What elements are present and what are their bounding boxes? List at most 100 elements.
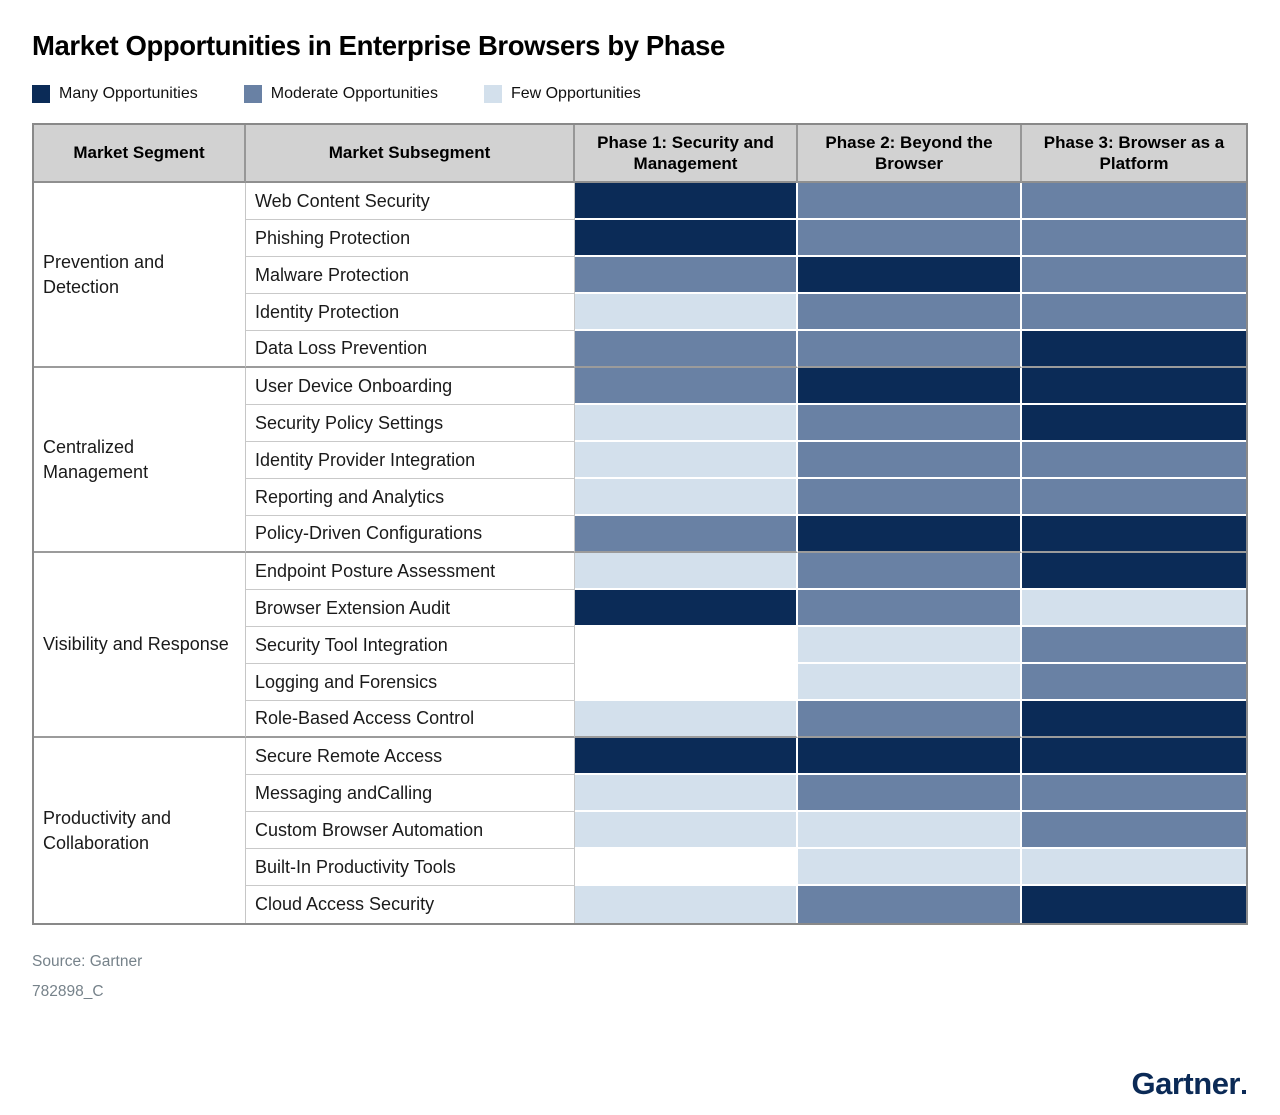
table-row: Policy-Driven Configurations: [34, 516, 1246, 553]
table-row: Phishing Protection: [34, 220, 1246, 257]
opportunity-cell-phase3: [1022, 368, 1246, 405]
legend-label: Moderate Opportunities: [270, 85, 438, 102]
gartner-logo: Gartner: [1132, 1066, 1246, 1102]
opportunity-cell-phase1: [575, 701, 798, 738]
opportunity-cell-phase2: [798, 183, 1022, 220]
table-row: Identity Provider Integration: [34, 442, 1246, 479]
opportunity-cell-phase1: [575, 183, 798, 220]
subsegment-cell: Secure Remote Access: [246, 738, 575, 775]
opportunity-cell-phase2: [798, 294, 1022, 331]
opportunity-cell-phase2: [798, 627, 1022, 664]
opportunity-cell-phase3: [1022, 886, 1246, 923]
opportunity-cell-phase3: [1022, 294, 1246, 331]
subsegment-cell: Messaging andCalling: [246, 775, 575, 812]
subsegment-cell: Logging and Forensics: [246, 664, 575, 701]
opportunity-cell-phase1: [575, 368, 798, 405]
subsegment-cell: Role-Based Access Control: [246, 701, 575, 738]
opportunity-cell-phase3: [1022, 849, 1246, 886]
opportunity-cell-phase1: [575, 627, 798, 664]
subsegment-cell: Malware Protection: [246, 257, 575, 294]
table-row: Cloud Access Security: [34, 886, 1246, 923]
opportunity-cell-phase3: [1022, 701, 1246, 738]
table-row: Centralized Management User Device Onboa…: [34, 368, 1246, 553]
header-market-segment: Market Segment: [34, 125, 246, 183]
opportunity-cell-phase2: [798, 331, 1022, 368]
opportunity-cell-phase1: [575, 405, 798, 442]
opportunity-cell-phase3: [1022, 627, 1246, 664]
opportunity-cell-phase2: [798, 590, 1022, 627]
subsegment-cell: Data Loss Prevention: [246, 331, 575, 368]
opportunity-cell-phase1: [575, 442, 798, 479]
opportunity-cell-phase3: [1022, 516, 1246, 553]
opportunity-cell-phase1: [575, 886, 798, 923]
few-opportunities-swatch: [483, 85, 502, 103]
table-row: Reporting and Analytics: [34, 479, 1246, 516]
opportunity-cell-phase3: [1022, 331, 1246, 368]
opportunity-cell-phase2: [798, 886, 1022, 923]
opportunity-cell-phase2: [798, 257, 1022, 294]
gartner-logo-text: Gartner: [1131, 1066, 1241, 1101]
subsegment-cell: Cloud Access Security: [246, 886, 575, 923]
header-phase-3: Phase 3: Browser as a Platform: [1022, 125, 1246, 183]
subsegment-cell: Custom Browser Automation: [246, 812, 575, 849]
legend-item-few: Few Opportunities: [483, 85, 641, 103]
opportunity-cell-phase3: [1022, 442, 1246, 479]
subsegment-cell: Identity Provider Integration: [246, 442, 575, 479]
table-row: Messaging andCalling: [34, 775, 1246, 812]
table-row: Prevention and Detection Web Content Sec…: [34, 183, 1246, 368]
opportunity-cell-phase3: [1022, 812, 1246, 849]
opportunity-cell-phase3: [1022, 664, 1246, 701]
opportunity-cell-phase3: [1022, 590, 1246, 627]
opportunity-cell-phase1: [575, 553, 798, 590]
table-row: Role-Based Access Control: [34, 701, 1246, 738]
header-phase-1: Phase 1: Security and Management: [575, 125, 798, 183]
subsegment-cell: User Device Onboarding: [246, 368, 575, 405]
subsegment-cell: Browser Extension Audit: [246, 590, 575, 627]
opportunity-cell-phase2: [798, 664, 1022, 701]
legend-item-many: Many Opportunities: [32, 85, 198, 103]
opportunity-cell-phase2: [798, 405, 1022, 442]
source-text: Source: Gartner: [32, 953, 143, 970]
opportunity-cell-phase1: [575, 775, 798, 812]
segment-cell-productivity-and-collaboration: Productivity and Collaboration: [34, 738, 246, 923]
opportunity-cell-phase2: [798, 368, 1022, 405]
opportunity-cell-phase1: [575, 664, 798, 701]
opportunity-cell-phase2: [798, 775, 1022, 812]
header-row: Market Segment Market Subsegment Phase 1…: [34, 125, 1246, 183]
opportunity-cell-phase3: [1022, 220, 1246, 257]
legend-label: Few Opportunities: [510, 85, 641, 102]
subsegment-cell: Built-In Productivity Tools: [246, 849, 575, 886]
opportunity-cell-phase2: [798, 442, 1022, 479]
subsegment-cell: Identity Protection: [246, 294, 575, 331]
segment-cell-prevention-and-detection: Prevention and Detection: [34, 183, 246, 368]
opportunity-cell-phase3: [1022, 257, 1246, 294]
opportunity-cell-phase2: [798, 220, 1022, 257]
table-row: Custom Browser Automation: [34, 812, 1246, 849]
opportunity-cell-phase2: [798, 849, 1022, 886]
table-row: Productivity and Collaboration Secure Re…: [34, 738, 1246, 923]
table-row: Identity Protection: [34, 294, 1246, 331]
opportunity-cell-phase1: [575, 849, 798, 886]
legend-item-moderate: Moderate Opportunities: [243, 85, 438, 103]
header-market-subsegment: Market Subsegment: [246, 125, 575, 183]
opportunity-cell-phase1: [575, 590, 798, 627]
subsegment-cell: Web Content Security: [246, 183, 575, 220]
opportunity-matrix-table: Market Segment Market Subsegment Phase 1…: [32, 123, 1248, 925]
opportunity-cell-phase2: [798, 812, 1022, 849]
opportunity-cell-phase3: [1022, 405, 1246, 442]
table-row: Built-In Productivity Tools: [34, 849, 1246, 886]
legend: Many Opportunities Moderate Opportunitie…: [32, 85, 1248, 103]
segment-cell-centralized-management: Centralized Management: [34, 368, 246, 553]
opportunity-cell-phase1: [575, 257, 798, 294]
opportunity-cell-phase2: [798, 738, 1022, 775]
opportunity-cell-phase1: [575, 812, 798, 849]
subsegment-cell: Endpoint Posture Assessment: [246, 553, 575, 590]
opportunity-cell-phase1: [575, 516, 798, 553]
opportunity-cell-phase1: [575, 479, 798, 516]
table-row: Security Tool Integration: [34, 627, 1246, 664]
table-row: Data Loss Prevention: [34, 331, 1246, 368]
opportunity-cell-phase3: [1022, 183, 1246, 220]
table-row: Logging and Forensics: [34, 664, 1246, 701]
subsegment-cell: Phishing Protection: [246, 220, 575, 257]
opportunity-cell-phase1: [575, 220, 798, 257]
